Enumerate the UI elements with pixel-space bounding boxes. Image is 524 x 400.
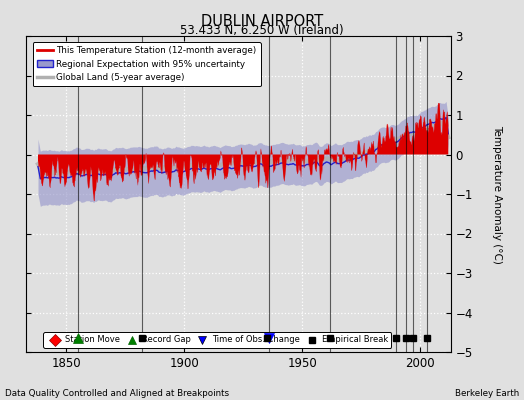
Y-axis label: Temperature Anomaly (°C): Temperature Anomaly (°C): [493, 124, 503, 264]
Text: DUBLIN AIRPORT: DUBLIN AIRPORT: [201, 14, 323, 29]
Text: Data Quality Controlled and Aligned at Breakpoints: Data Quality Controlled and Aligned at B…: [5, 389, 230, 398]
Text: Berkeley Earth: Berkeley Earth: [454, 389, 519, 398]
Text: 53.433 N, 6.250 W (Ireland): 53.433 N, 6.250 W (Ireland): [180, 24, 344, 37]
Legend: Station Move, Record Gap, Time of Obs. Change, Empirical Break: Station Move, Record Gap, Time of Obs. C…: [43, 332, 391, 348]
